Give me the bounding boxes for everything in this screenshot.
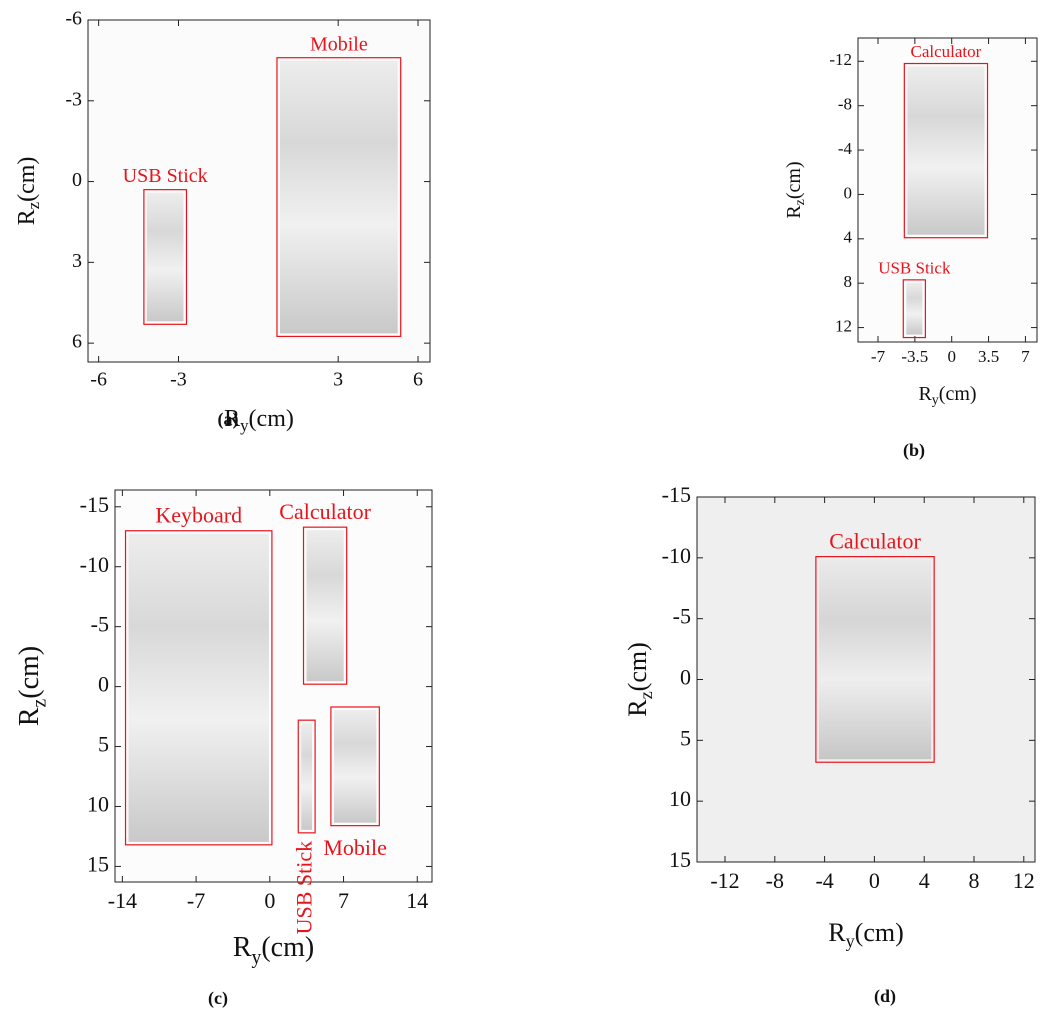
x-tick-label: 3: [333, 369, 343, 391]
object-label: USB Stick: [878, 259, 951, 278]
x-axis-label-unit: (cm): [939, 383, 977, 405]
y-tick-label: -4: [838, 139, 853, 158]
object-label: Calculator: [279, 499, 371, 524]
object-image: [307, 530, 344, 681]
object-label: USB Stick: [292, 841, 317, 935]
object-image: [907, 67, 984, 235]
y-tick-label: -3: [65, 88, 82, 110]
x-axis-label-sub: y: [252, 947, 262, 968]
x-tick-label: 0: [947, 347, 956, 366]
panel-caption: (d): [874, 986, 896, 1007]
x-tick-label: 7: [338, 888, 349, 913]
y-tick-label: -6: [65, 8, 82, 30]
x-axis-label-base: R: [233, 932, 252, 963]
y-tick-label: 5: [680, 725, 691, 750]
x-tick-label: -7: [187, 888, 205, 913]
y-tick-label: 15: [669, 847, 691, 872]
x-tick-label: 6: [413, 369, 423, 391]
x-tick-label: -7: [871, 347, 886, 366]
y-tick-label: -15: [662, 482, 691, 507]
page: -6-336-6-3036USB StickMobileRy(cm)Rz(cm)…: [0, 0, 1042, 1025]
object-label: USB Stick: [123, 165, 208, 187]
x-tick-label: -4: [815, 868, 833, 893]
y-tick-label: 0: [72, 169, 82, 191]
x-axis-label-base: R: [828, 918, 846, 947]
x-tick-label: 4: [919, 868, 930, 893]
y-tick-label: 6: [72, 331, 82, 353]
panel-caption: (b): [903, 440, 925, 461]
panel-caption: (a): [218, 409, 239, 430]
object-image: [906, 283, 922, 335]
x-tick-label: 3.5: [978, 347, 999, 366]
y-tick-label: 10: [87, 792, 109, 817]
y-axis-label-sub: z: [29, 698, 50, 707]
object-label: Mobile: [310, 33, 368, 55]
y-tick-label: 0: [844, 183, 853, 202]
y-axis-label-base: R: [783, 205, 805, 219]
y-tick-label: -12: [829, 50, 852, 69]
y-tick-label: -5: [91, 612, 109, 637]
object-image: [301, 723, 312, 830]
x-axis-label-unit: (cm): [855, 918, 904, 947]
x-tick-label: -6: [90, 369, 107, 391]
x-axis-label-sub: y: [932, 393, 939, 408]
x-tick-label: -14: [108, 888, 137, 913]
x-tick-label: -8: [766, 868, 784, 893]
y-axis-label-unit: (cm): [14, 157, 40, 202]
x-tick-label: -3.5: [901, 347, 928, 366]
y-tick-label: -10: [80, 552, 109, 577]
object-image: [129, 534, 269, 842]
y-tick-label: 0: [98, 672, 109, 697]
y-tick-label: 0: [680, 665, 691, 690]
y-axis-label-unit: (cm): [14, 646, 45, 699]
object-image: [147, 193, 184, 322]
y-tick-label: -15: [80, 492, 109, 517]
y-tick-label: 8: [844, 272, 853, 291]
y-axis-label: Rz(cm): [14, 646, 49, 726]
y-axis-label-base: R: [14, 707, 45, 726]
x-tick-label: 8: [968, 868, 979, 893]
y-axis-label-sub: z: [636, 691, 656, 699]
figure: -6-336-6-3036USB StickMobileRy(cm)Rz(cm)…: [0, 0, 1042, 1025]
y-tick-label: 3: [72, 250, 82, 272]
y-tick-label: 5: [98, 732, 109, 757]
x-axis-label: Ry(cm): [828, 918, 904, 951]
x-axis-label: Ry(cm): [918, 383, 976, 409]
y-tick-label: -8: [838, 95, 852, 114]
object-label: Calculator: [829, 528, 921, 553]
x-tick-label: -3: [170, 369, 187, 391]
y-tick-label: 4: [844, 228, 853, 247]
object-image: [280, 61, 398, 334]
object-label: Calculator: [911, 42, 982, 61]
x-tick-label: 7: [1021, 347, 1030, 366]
y-axis-label: Rz(cm): [783, 161, 809, 218]
y-tick-label: -5: [673, 604, 691, 629]
x-tick-label: 0: [869, 868, 880, 893]
y-tick-label: -10: [662, 543, 691, 568]
y-axis-label: Rz(cm): [14, 157, 44, 226]
y-axis-label-unit: (cm): [623, 642, 652, 691]
x-tick-label: 12: [1013, 868, 1035, 893]
y-axis-label: Rz(cm): [623, 642, 656, 717]
object-image: [334, 710, 376, 823]
y-axis-label-unit: (cm): [783, 161, 805, 199]
object-image: [819, 560, 931, 760]
x-axis-label: Ry(cm): [233, 932, 314, 967]
y-axis-label-sub: z: [24, 202, 43, 209]
x-axis-label-unit: (cm): [261, 932, 314, 963]
object-label: Mobile: [323, 835, 387, 860]
x-axis-label-base: R: [918, 383, 932, 405]
object-label: Keyboard: [155, 503, 242, 528]
y-tick-label: 10: [669, 786, 691, 811]
x-tick-label: 14: [406, 888, 428, 913]
x-tick-label: -12: [710, 868, 739, 893]
y-tick-label: 15: [87, 851, 109, 876]
y-axis-label-base: R: [623, 699, 652, 717]
y-axis-label-base: R: [14, 209, 40, 225]
y-tick-label: 12: [835, 316, 852, 335]
panel-caption: (c): [208, 988, 228, 1009]
x-axis-label-unit: (cm): [249, 406, 294, 432]
x-tick-label: 0: [264, 888, 275, 913]
